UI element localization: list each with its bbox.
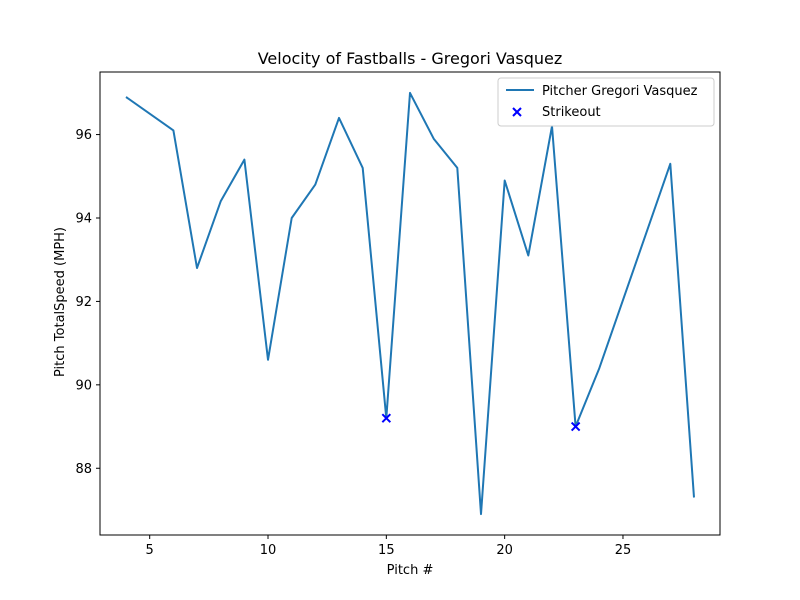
y-tick-label: 92 [75,295,92,310]
legend-label-strikeout: Strikeout [542,105,601,120]
strikeout-marker [570,421,581,432]
x-tick-label: 20 [496,543,513,558]
x-axis-label: Pitch # [387,563,434,578]
plot-area [125,91,695,516]
y-tick-label: 88 [75,462,92,477]
y-tick-label: 94 [75,211,92,226]
strikeout-marker [381,413,392,423]
x-tick-label: 10 [260,543,277,558]
legend-label-pitcher: Pitcher Gregori Vasquez [542,84,698,99]
chart-title: Velocity of Fastballs - Gregori Vasquez [258,49,563,68]
axes: 5 10 15 20 25 88 90 92 94 96 [75,71,721,558]
legend-marker-swatch [512,107,522,117]
strikeout-marker-stroke [381,413,392,423]
y-tick-label: 96 [75,128,92,143]
x-tick-label: 5 [146,543,154,558]
x-tick-label: 25 [615,543,632,558]
legend: Pitcher Gregori Vasquez Strikeout [497,77,715,127]
y-axis-label: Pitch TotalSpeed (MPH) [53,227,68,377]
y-tick-label: 90 [75,378,92,393]
legend-marker-stroke [512,107,522,117]
strikeout-marker-stroke [570,421,581,432]
x-tick-label: 15 [378,543,395,558]
legend-box [497,77,715,127]
series-line-velocity [125,91,695,516]
axes-frame [99,71,721,536]
